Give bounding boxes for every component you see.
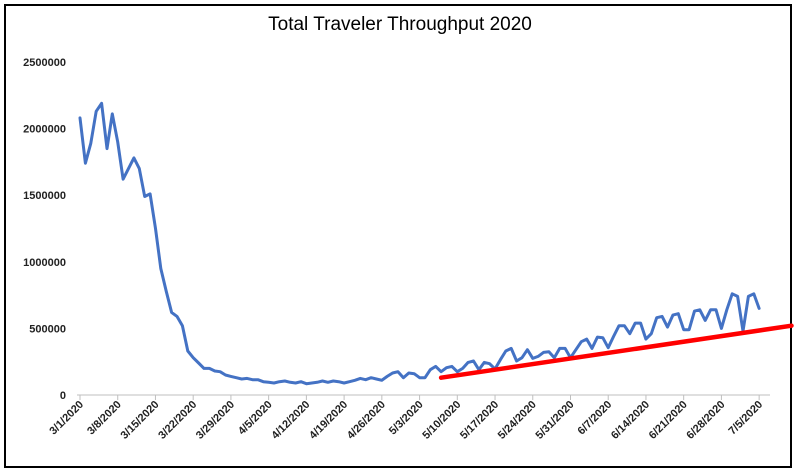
y-axis: 0 500000 1000000 1500000 2000000 2500000 [23,57,66,402]
x-tick-label: 7/5/2020 [726,399,765,438]
y-tick-label: 1500000 [23,190,66,202]
x-tick-label: 6/21/2020 [647,399,690,442]
x-tick-label: 3/29/2020 [194,399,237,442]
x-tick-label: 3/1/2020 [47,399,86,438]
x-tick-label: 3/15/2020 [118,399,161,442]
chart-frame [4,4,792,468]
x-tick-label: 5/17/2020 [458,399,501,442]
chart-title: Total Traveler Throughput 2020 [268,14,532,35]
x-tick-label: 4/12/2020 [269,399,312,442]
y-tick-label: 500000 [29,323,66,335]
x-tick-label: 3/22/2020 [156,399,199,442]
x-tick-label: 6/14/2020 [609,399,652,442]
x-tick-label: 5/3/2020 [387,399,426,438]
x-tick-label: 6/28/2020 [684,399,727,442]
x-tick-label: 5/24/2020 [496,399,539,442]
x-tick-label: 4/5/2020 [236,399,275,438]
y-tick-label: 0 [60,390,66,402]
y-tick-label: 2000000 [23,124,66,136]
x-tick-label: 6/7/2020 [576,399,615,438]
x-axis: 3/1/20203/8/20203/15/20203/22/20203/29/2… [47,394,770,442]
x-tick-label: 3/8/2020 [85,399,124,438]
series-layer [78,101,794,386]
x-tick-label: 5/10/2020 [420,399,463,442]
trend-line [438,323,794,380]
x-tick-label: 5/31/2020 [534,399,577,442]
x-tick-label: 4/26/2020 [345,399,388,442]
y-tick-label: 2500000 [23,57,66,69]
throughput-series-line [78,101,761,386]
y-tick-label: 1000000 [23,257,66,269]
x-tick-label: 4/19/2020 [307,399,350,442]
